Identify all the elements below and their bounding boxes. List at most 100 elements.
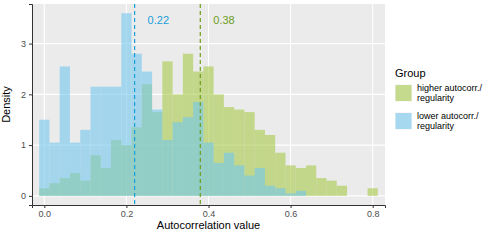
histogram-bar xyxy=(203,66,213,195)
legend-key-background xyxy=(395,113,412,130)
tick-mark xyxy=(29,145,32,146)
legend-label-line: lower autocorr./ xyxy=(417,111,479,121)
axis-line xyxy=(33,206,386,209)
histogram-bar xyxy=(203,143,213,196)
histogram-bar xyxy=(306,165,316,195)
y-grid xyxy=(32,44,385,196)
histogram-bar xyxy=(327,195,337,196)
tick-mark xyxy=(126,205,127,208)
axis-line xyxy=(29,5,33,206)
histogram-bar xyxy=(234,165,244,195)
histogram-bar xyxy=(285,193,295,196)
histogram-bar xyxy=(193,102,203,196)
tick-label: 2 xyxy=(21,90,26,100)
histogram-bar xyxy=(296,168,306,196)
annotation-label: 0.22 xyxy=(148,14,169,26)
histogram-bar xyxy=(306,195,316,196)
histogram-bar xyxy=(121,13,131,196)
marks xyxy=(39,4,378,205)
chart: 0.22 0.38 0.0 0.2 0.4 0.6 0.8 0 1 2 3 Autocorrelati… xyxy=(0,0,500,233)
histogram-bar xyxy=(132,54,142,196)
histogram-bar xyxy=(39,120,49,196)
tick-label: 0.4 xyxy=(203,209,216,219)
histogram-bar xyxy=(90,87,100,196)
tick-label: 0.6 xyxy=(285,209,298,219)
histogram-bar xyxy=(142,72,152,196)
histogram-bar xyxy=(183,54,193,196)
tick-mark xyxy=(29,196,32,197)
tick: 0.4 xyxy=(203,205,216,219)
tick-mark xyxy=(209,205,210,208)
series xyxy=(39,54,378,196)
histogram-bar xyxy=(224,153,234,196)
tick-label: 0.0 xyxy=(39,209,52,219)
histogram-bar xyxy=(193,72,203,196)
legend-key xyxy=(396,85,412,101)
histogram-bar xyxy=(255,130,265,196)
tick: 0.8 xyxy=(367,205,380,219)
tick-label: 1 xyxy=(21,140,26,150)
tick: 3 xyxy=(21,39,32,49)
x-grid xyxy=(44,4,372,205)
grid-line xyxy=(372,4,373,205)
annotation-label: 0.38 xyxy=(213,14,234,26)
tick: 2 xyxy=(21,90,32,100)
histogram-bar xyxy=(347,195,357,196)
tick-mark xyxy=(44,205,45,208)
histogram-bar xyxy=(101,87,111,196)
tick-label: 3 xyxy=(21,39,26,49)
y-axis-title: Density xyxy=(0,86,12,123)
grid-line xyxy=(32,43,385,44)
histogram-bar xyxy=(337,195,347,196)
legend-label: higher autocorr./regularity xyxy=(417,83,483,103)
legend-key-background xyxy=(395,85,412,102)
histogram-bar xyxy=(244,112,254,196)
histogram-bar xyxy=(357,195,367,196)
histogram-bar xyxy=(224,107,234,196)
histogram-bar xyxy=(234,110,244,196)
x-axis: 0.0 0.2 0.4 0.6 0.8 xyxy=(33,205,386,219)
reference-line xyxy=(200,4,201,205)
plot: 0.22 0.38 0.0 0.2 0.4 0.6 0.8 0 1 2 3 xyxy=(21,4,386,219)
tick-label: 0.8 xyxy=(367,209,380,219)
histogram-bar xyxy=(111,87,121,196)
reference-line xyxy=(134,4,135,205)
histogram-bar xyxy=(214,94,224,196)
panel-background xyxy=(32,4,385,205)
legend-label: lower autocorr./regularity xyxy=(417,111,479,131)
histogram-bar xyxy=(183,117,193,196)
histogram-bar xyxy=(80,130,90,196)
tick: 0 xyxy=(21,191,32,201)
tick: 0.0 xyxy=(39,205,52,219)
histogram-bar xyxy=(285,165,295,195)
tick: 0.2 xyxy=(121,205,134,219)
tick-label: 0.2 xyxy=(121,209,134,219)
tick: 1 xyxy=(21,140,32,150)
histogram-bar xyxy=(368,188,378,196)
histogram-bar xyxy=(296,191,306,196)
y-axis: 0 1 2 3 xyxy=(21,5,33,206)
histogram-bar xyxy=(173,122,183,196)
tick-mark xyxy=(29,94,32,95)
histogram-bar xyxy=(368,195,378,196)
legend-label-line: regularity xyxy=(417,121,455,131)
histogram-bar xyxy=(244,176,254,196)
histogram-bar xyxy=(70,143,80,196)
x-axis-title: Autocorrelation value xyxy=(157,219,260,231)
legend: Group higher autocorr./regularity lower au… xyxy=(395,67,483,132)
series xyxy=(39,13,306,196)
histogram-bar xyxy=(265,186,275,196)
histogram-bar xyxy=(265,135,275,196)
histogram-bar xyxy=(49,143,59,196)
histogram-bar xyxy=(347,195,357,196)
tick-mark xyxy=(373,205,374,208)
histogram-bar xyxy=(337,186,347,196)
legend-key xyxy=(396,113,412,129)
histogram-bar xyxy=(162,61,172,196)
histogram-bar xyxy=(60,66,70,195)
histogram-bar xyxy=(275,153,285,196)
legend-title: Group xyxy=(395,67,426,79)
tick-label: 0 xyxy=(21,191,26,201)
histogram-bar xyxy=(316,178,326,196)
histogram-bar xyxy=(173,94,183,196)
